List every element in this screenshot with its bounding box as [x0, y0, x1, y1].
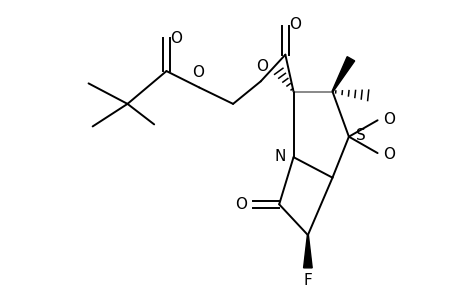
- Text: O: O: [289, 17, 301, 32]
- Text: O: O: [192, 65, 204, 80]
- Text: O: O: [382, 112, 394, 127]
- Text: O: O: [235, 197, 247, 212]
- Text: N: N: [274, 148, 286, 164]
- Text: O: O: [382, 147, 394, 162]
- Text: S: S: [355, 128, 365, 143]
- Text: O: O: [170, 31, 182, 46]
- Text: O: O: [255, 59, 267, 74]
- Polygon shape: [303, 235, 312, 268]
- Polygon shape: [331, 57, 354, 92]
- Text: F: F: [303, 273, 312, 288]
